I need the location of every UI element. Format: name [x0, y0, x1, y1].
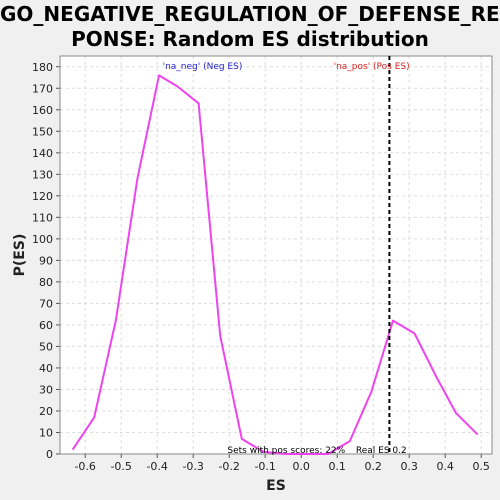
- x-tick-label: 0.5: [472, 460, 490, 473]
- annotations-layer: 'na_neg' (Neg ES) 'na_pos' (Pos ES) Sets…: [163, 62, 410, 456]
- x-tick-label: 0.4: [436, 460, 454, 473]
- x-tick-label: -0.5: [110, 460, 131, 473]
- y-tick-label: 90: [39, 254, 53, 267]
- series-layer: [71, 56, 479, 455]
- x-tick-label: 0.2: [364, 460, 382, 473]
- y-tick-label: 40: [39, 362, 53, 375]
- y-tick-label: 140: [32, 147, 53, 160]
- y-tick-label: 20: [39, 405, 53, 418]
- neg-es-label: 'na_neg' (Neg ES): [163, 62, 243, 72]
- y-tick-label: 100: [32, 233, 53, 246]
- pos-scores-note: Sets with pos scores: 22%: [227, 446, 345, 456]
- y-tick-label: 50: [39, 340, 53, 353]
- pos-es-label: 'na_pos' (Pos ES): [334, 62, 410, 72]
- x-tick-label: 0.1: [328, 460, 346, 473]
- y-tick-label: 120: [32, 190, 53, 203]
- y-tick-label: 110: [32, 211, 53, 224]
- x-tick-label: -0.1: [254, 460, 275, 473]
- grid-lines: [60, 56, 492, 455]
- y-tick-label: 70: [39, 297, 53, 310]
- y-tick-label: 150: [32, 125, 53, 138]
- y-tick-label: 80: [39, 276, 53, 289]
- x-tick-label: -0.6: [74, 460, 95, 473]
- chart-title-line-1: GO_NEGATIVE_REGULATION_OF_DEFENSE_RES: [0, 2, 500, 26]
- y-tick-label: 160: [32, 104, 53, 117]
- y-axis-label: P(ES): [12, 234, 28, 277]
- x-axis-label: ES: [266, 478, 286, 494]
- x-tick-label: -0.4: [146, 460, 167, 473]
- y-tick-label: 180: [32, 61, 53, 74]
- y-tick-label: 10: [39, 426, 53, 439]
- y-tick-label: 0: [46, 448, 53, 461]
- plot-background: [60, 56, 492, 454]
- x-tick-label: -0.2: [218, 460, 239, 473]
- y-tick-label: 130: [32, 168, 53, 181]
- y-tick-label: 60: [39, 319, 53, 332]
- x-tick-label: 0.3: [400, 460, 418, 473]
- real-es-note: Real ES 0.2: [356, 446, 407, 456]
- x-tick-label: 0.0: [292, 460, 310, 473]
- y-tick-label: 30: [39, 383, 53, 396]
- y-tick-label: 170: [32, 82, 53, 95]
- series-line-0: [71, 74, 479, 455]
- x-tick-label: -0.3: [182, 460, 203, 473]
- chart-title-line-2: PONSE: Random ES distribution: [71, 27, 429, 51]
